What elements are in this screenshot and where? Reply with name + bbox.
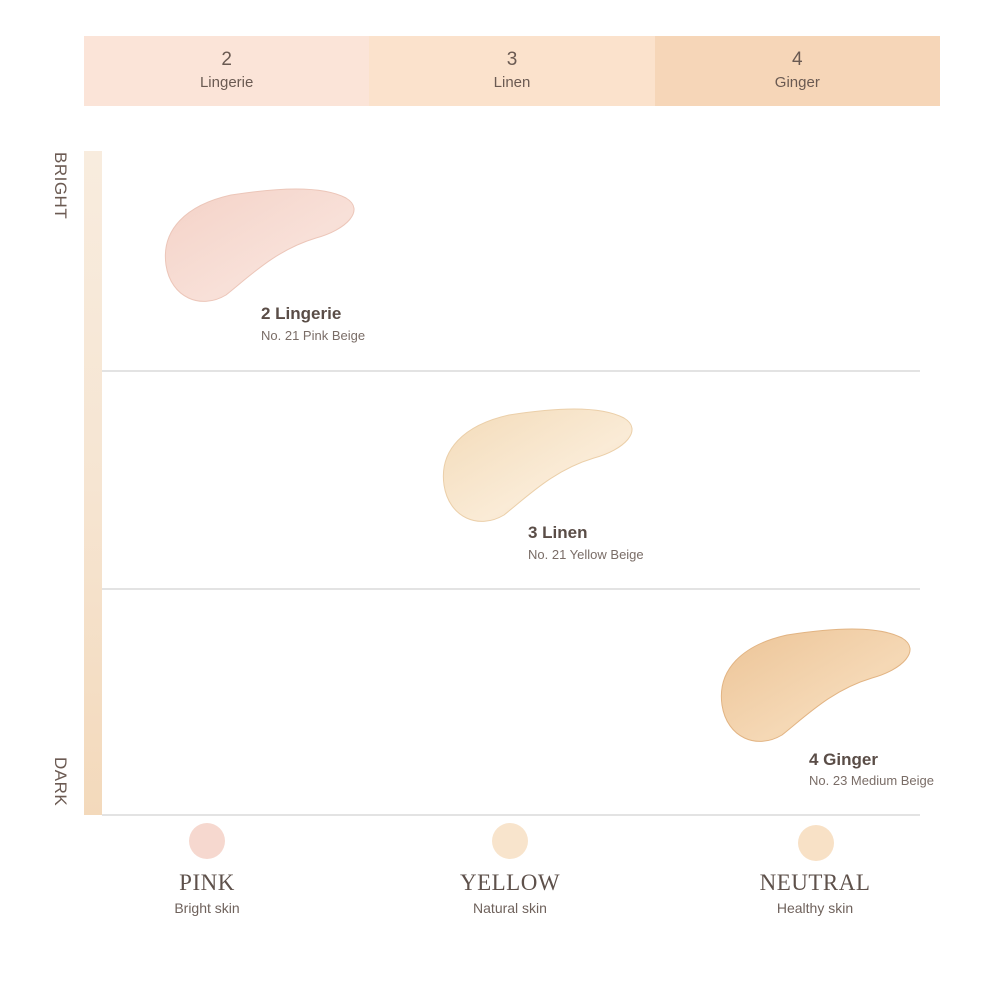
undertone-pink: PINK Bright skin [117, 870, 297, 916]
shade-number: 4 [792, 49, 803, 70]
undertone-dot-neutral [798, 825, 834, 861]
undertone-desc: Natural skin [473, 900, 547, 916]
shade-cell-linen: 3 Linen [369, 36, 655, 106]
brightness-gradient-bar [84, 151, 102, 815]
shade-name: Lingerie [199, 74, 254, 91]
swatch-subtitle: No. 21 Yellow Beige [528, 547, 644, 562]
undertone-desc: Bright skin [174, 900, 240, 916]
axis-label-bright: BRIGHT [51, 152, 70, 220]
undertone-neutral: NEUTRAL Healthy skin [725, 870, 905, 916]
axis-label-dark: DARK [51, 757, 70, 807]
undertone-yellow: YELLOW Natural skin [420, 870, 600, 916]
swatch-ginger [720, 628, 911, 742]
undertone-desc: Healthy skin [776, 900, 854, 916]
undertone-title: PINK [179, 870, 235, 895]
swatch-title: 4 Ginger [809, 750, 878, 769]
swatch-title: 2 Lingerie [261, 304, 342, 323]
shade-name: Ginger [774, 74, 820, 91]
shade-name: Linen [493, 74, 531, 91]
swatch-subtitle: No. 23 Medium Beige [809, 773, 935, 788]
row-divider [102, 588, 920, 590]
row-divider [102, 370, 920, 372]
shade-bar: 2 Lingerie 3 Linen 4 Ginger [84, 36, 940, 106]
shade-cell-ginger: 4 Ginger [654, 36, 940, 106]
swatch-lingerie [164, 188, 355, 302]
undertone-title: NEUTRAL [759, 870, 871, 895]
row-divider [102, 814, 920, 816]
shade-cell-lingerie: 2 Lingerie [84, 36, 370, 106]
undertone-dot-yellow [492, 823, 528, 859]
swatch-subtitle: No. 21 Pink Beige [261, 328, 366, 343]
shade-number: 3 [506, 49, 518, 70]
undertone-dot-pink [189, 823, 225, 859]
shade-number: 2 [221, 49, 232, 70]
undertone-title: YELLOW [459, 870, 561, 895]
swatch-title: 3 Linen [528, 523, 588, 542]
swatch-linen [442, 408, 633, 522]
